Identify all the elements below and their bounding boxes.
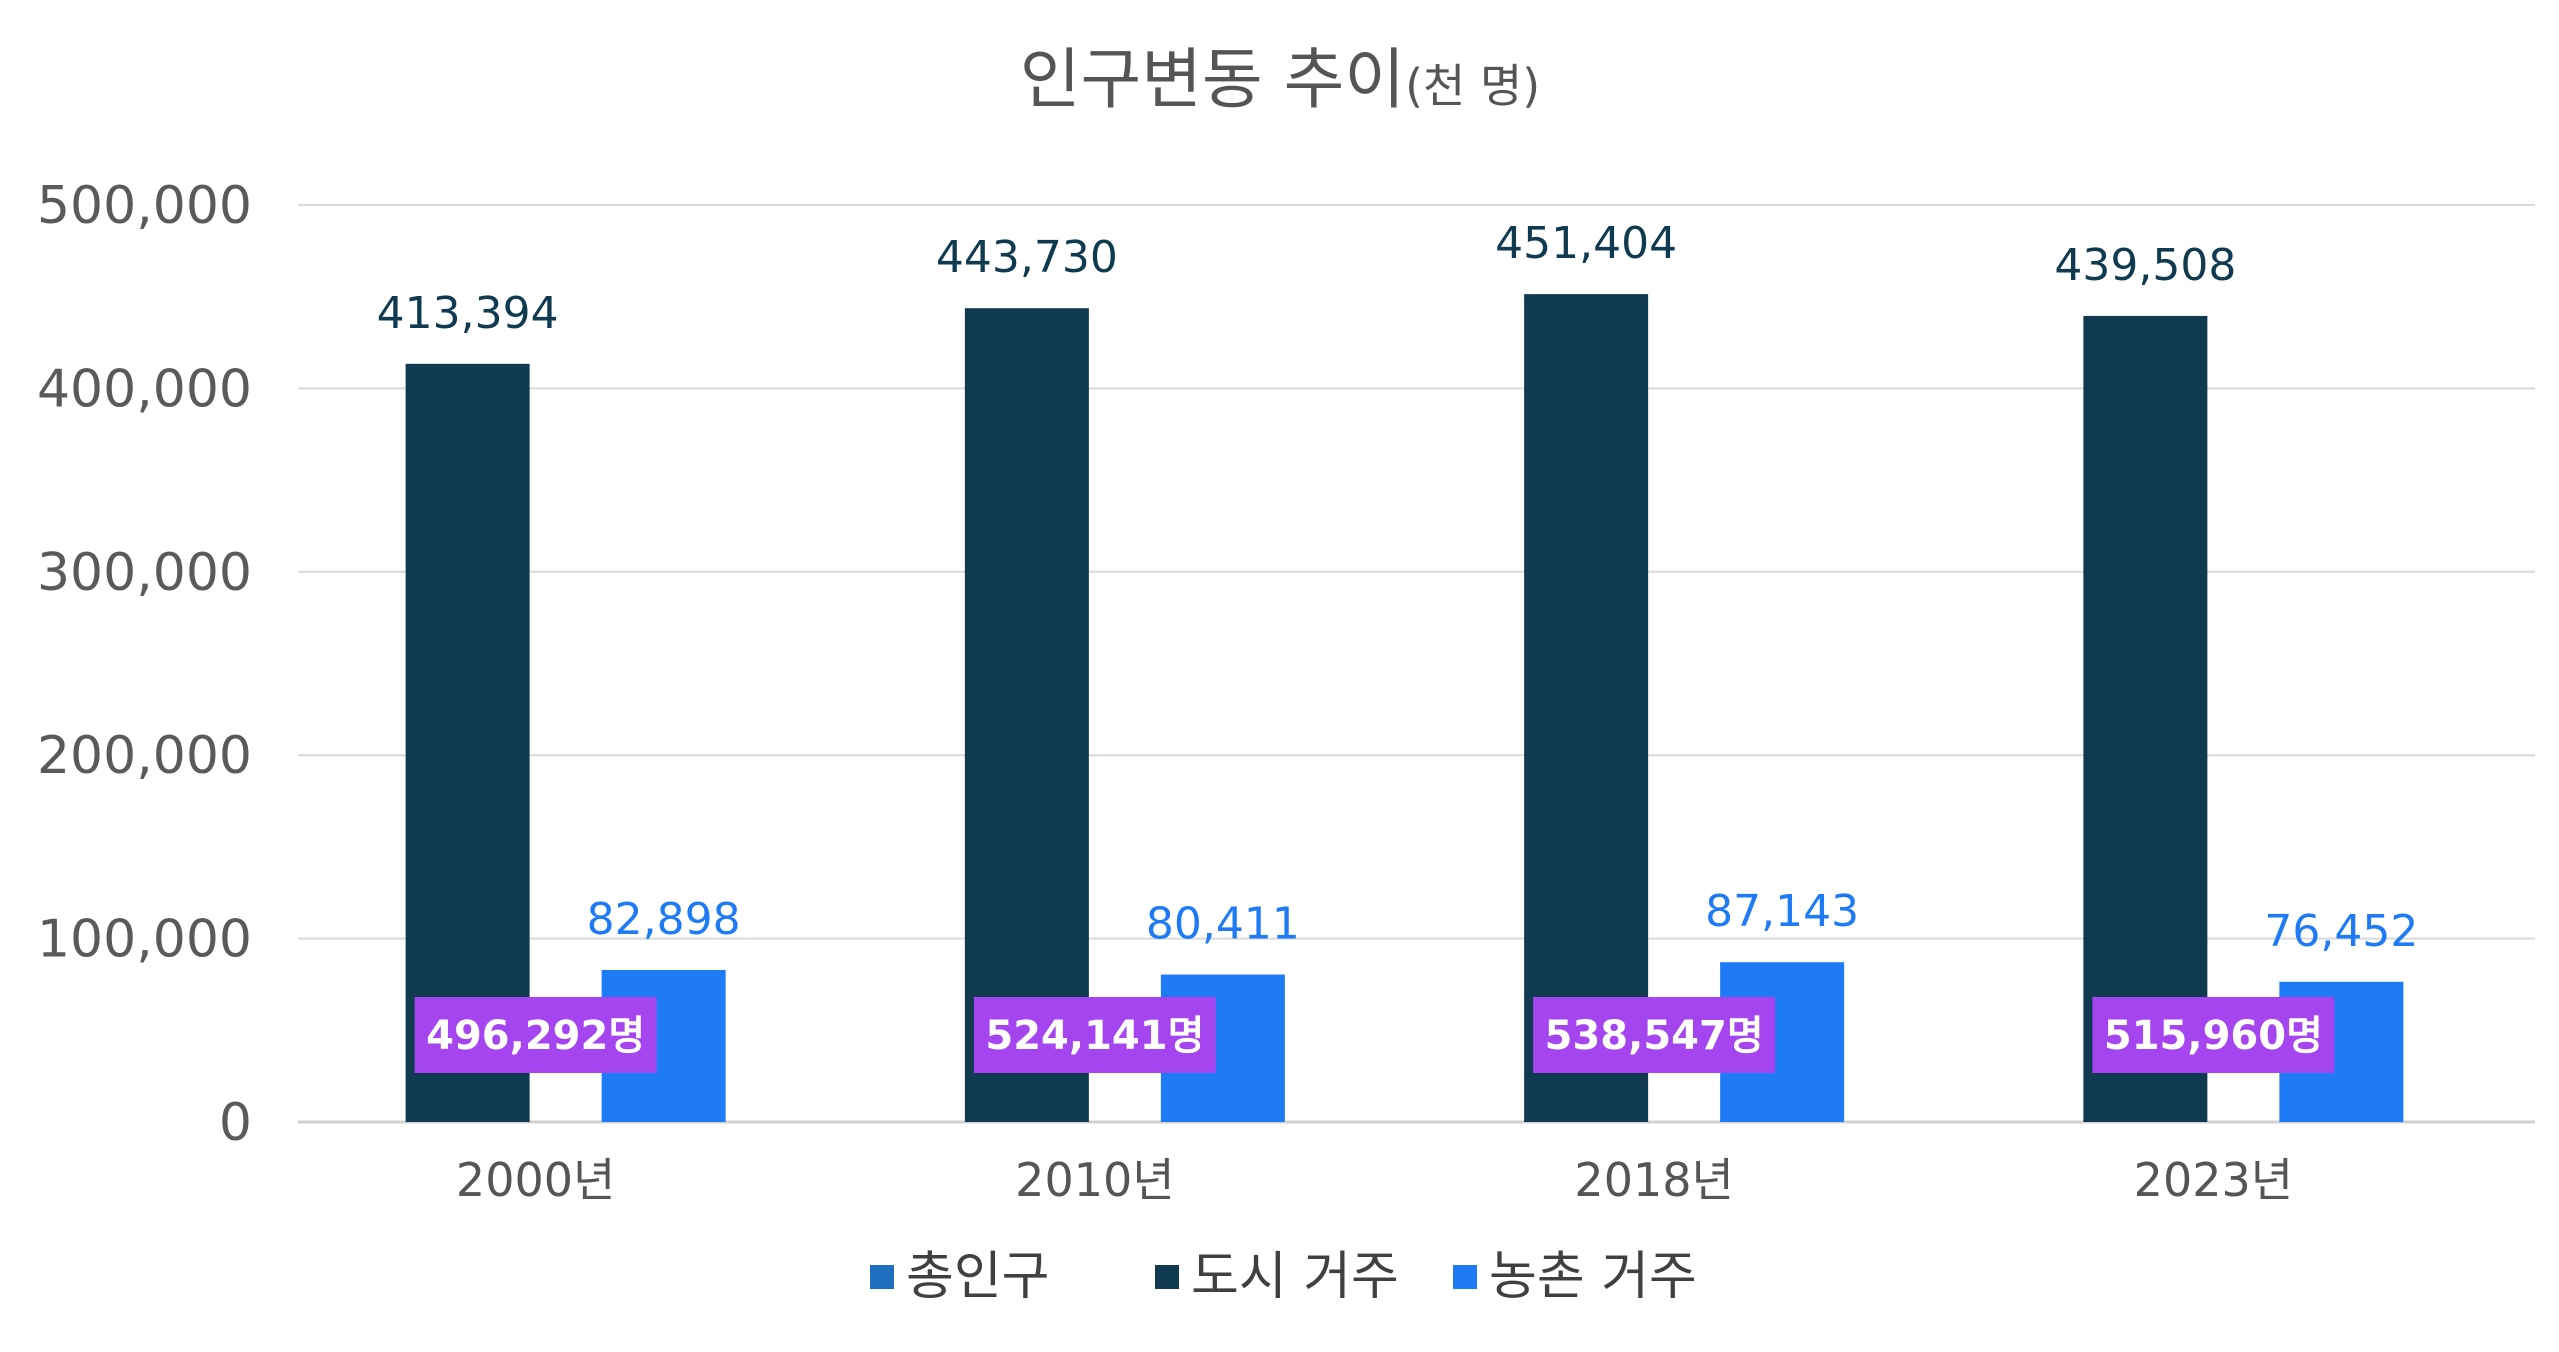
- total-label-box: [2092, 997, 2335, 1073]
- bar-urban: [1524, 294, 1649, 1122]
- legend-label: 도시 거주: [1191, 1247, 1399, 1307]
- y-tick-label: 100,000: [37, 910, 252, 970]
- x-tick-label: 2010년: [1015, 1153, 1174, 1207]
- y-tick-label: 500,000: [37, 176, 252, 236]
- data-label-rural: 80,411: [1146, 899, 1300, 950]
- total-label-box: [414, 997, 657, 1073]
- total-label-box: [1533, 997, 1776, 1073]
- data-label-urban: 451,404: [1495, 218, 1677, 269]
- x-tick-label: 2023년: [2134, 1153, 2293, 1207]
- y-tick-label: 200,000: [37, 726, 252, 786]
- y-tick-label: 300,000: [37, 543, 252, 603]
- x-axis-labels: 2000년 2010년 2018년 2023년: [456, 1153, 2293, 1207]
- total-label-box: [973, 997, 1216, 1073]
- total-label: 524,141명: [985, 1013, 1204, 1059]
- bar-urban: [405, 363, 530, 1122]
- x-tick-label: 2000년: [456, 1153, 615, 1207]
- data-label-urban: 443,730: [936, 232, 1118, 283]
- chart-title-unit: (천 명): [1405, 59, 1540, 113]
- legend-swatch: [1453, 1265, 1477, 1289]
- data-label-rural: 87,143: [1705, 886, 1859, 937]
- data-label-urban: 439,508: [2054, 240, 2236, 291]
- chart-title: 인구변동 추이(천 명): [1020, 41, 1540, 118]
- y-axis-labels: 0 100,000 200,000 300,000 400,000 500,000: [37, 176, 252, 1153]
- total-label: 515,960명: [2104, 1013, 2323, 1059]
- y-tick-label: 400,000: [37, 359, 252, 419]
- bar-urban: [2083, 315, 2208, 1122]
- total-label: 496,292명: [426, 1013, 645, 1059]
- legend: 총인구 도시 거주 농촌 거주: [870, 1247, 1697, 1307]
- y-tick-label: 0: [219, 1093, 252, 1153]
- legend-swatch: [1155, 1265, 1179, 1289]
- total-label: 538,547명: [1545, 1013, 1764, 1059]
- bars: 413,394 82,898 496,292명 443,730 80,411 524,14…: [377, 218, 2418, 1122]
- legend-label: 총인구: [906, 1247, 1050, 1307]
- data-label-urban: 413,394: [377, 288, 559, 339]
- data-label-rural: 76,452: [2264, 906, 2418, 957]
- chart-title-main: 인구변동 추이: [1020, 41, 1405, 118]
- x-tick-label: 2018년: [1574, 1153, 1733, 1207]
- bar-urban: [964, 308, 1089, 1122]
- data-label-rural: 82,898: [587, 894, 741, 945]
- legend-label: 농촌 거주: [1489, 1247, 1697, 1307]
- legend-swatch: [870, 1265, 894, 1289]
